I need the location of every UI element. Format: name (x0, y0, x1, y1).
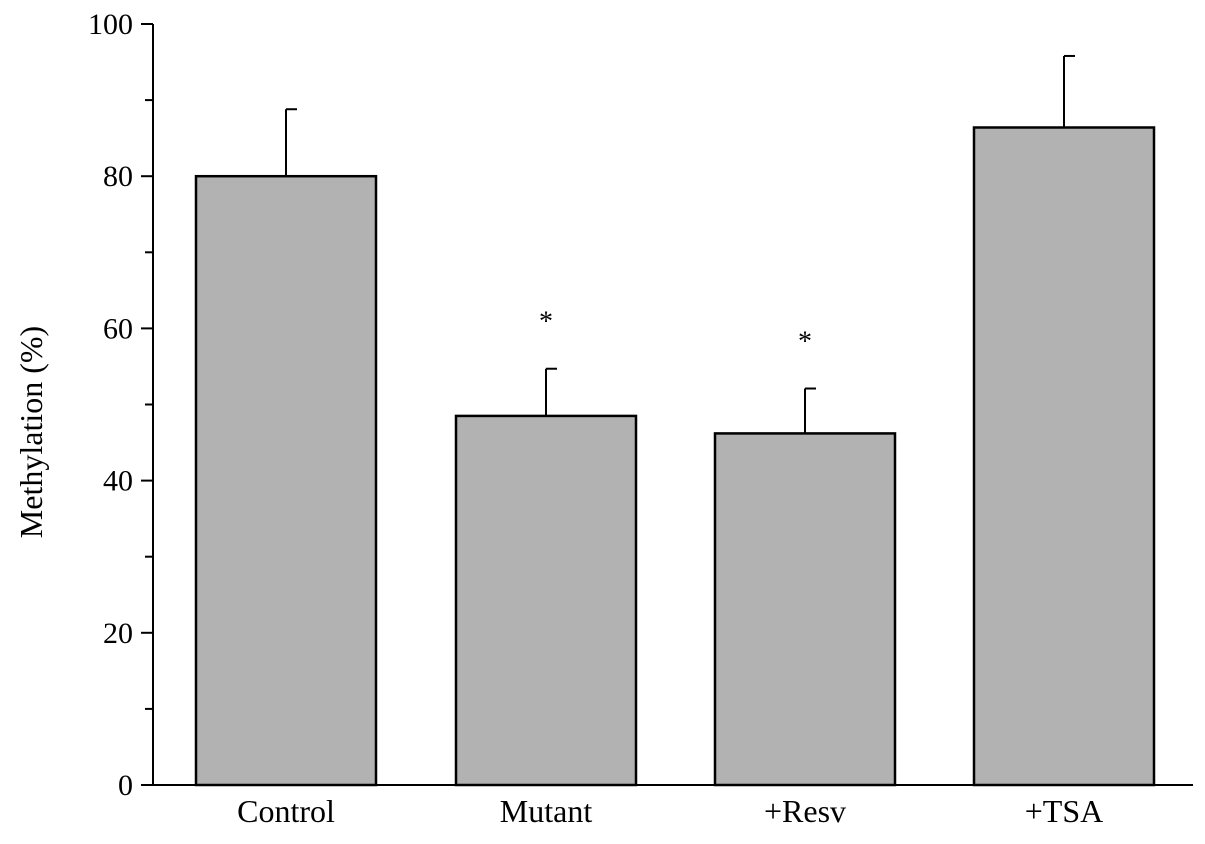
y-axis-title: Methylation (%) (13, 326, 49, 538)
error-bars-layer (285, 54, 1075, 434)
y-tick-label: 80 (103, 160, 133, 193)
bars-layer (194, 126, 1156, 787)
bar (713, 432, 897, 787)
category-label: Control (237, 793, 335, 829)
significance-marker: * (798, 327, 812, 358)
category-label: Mutant (500, 793, 593, 829)
y-ticks-layer: 0 20 40 60 80 100 (88, 8, 153, 802)
bar (454, 414, 638, 787)
category-labels-layer: Control Mutant +Resv +TSA (237, 793, 1103, 829)
significance-layer: ** (539, 307, 812, 358)
category-label: +Resv (764, 793, 846, 829)
y-tick-label: 60 (103, 312, 133, 345)
y-tick-label: 20 (103, 617, 133, 650)
y-tick-label: 40 (103, 465, 133, 498)
bar (972, 126, 1156, 787)
y-tick-label: 100 (88, 8, 133, 41)
y-tick-label: 0 (118, 769, 133, 802)
significance-marker: * (539, 307, 553, 338)
category-label: +TSA (1025, 793, 1104, 829)
bar (194, 174, 378, 787)
